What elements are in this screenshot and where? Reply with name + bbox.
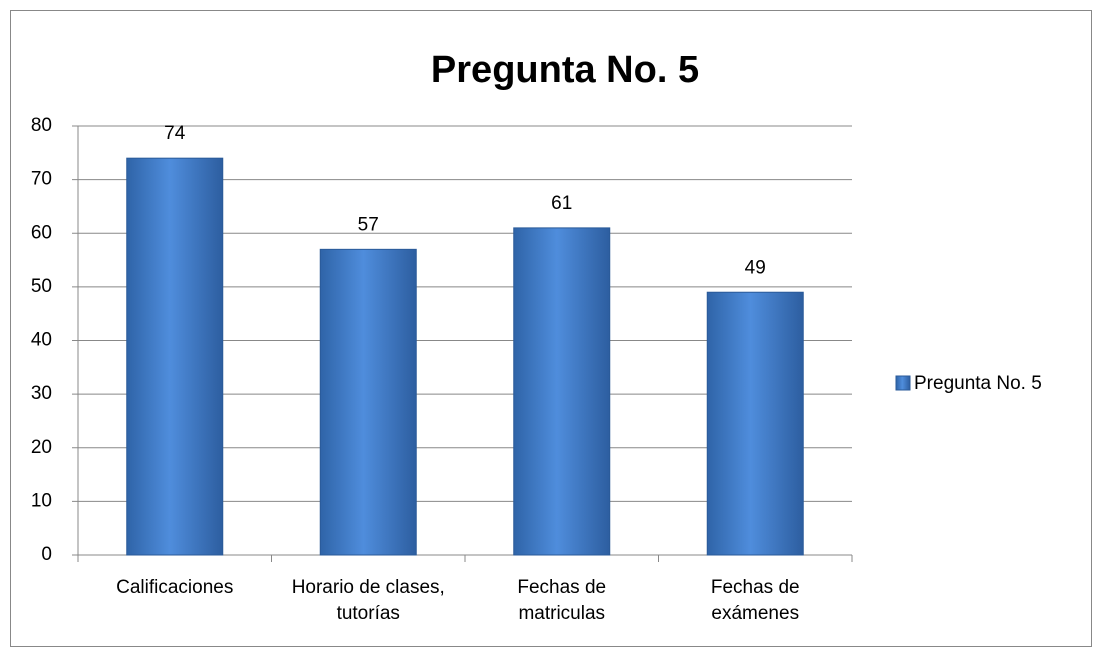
x-tick-label: Fechas de matriculas <box>517 577 607 624</box>
y-tick-label: 70 <box>31 169 52 190</box>
data-label: 49 <box>745 257 766 278</box>
bar <box>126 157 224 556</box>
legend-swatch <box>895 375 911 391</box>
data-label: 61 <box>551 193 572 214</box>
data-label: 57 <box>358 214 379 235</box>
y-tick-label: 0 <box>41 544 52 565</box>
y-tick-label: 10 <box>31 490 52 511</box>
y-tick-label: 80 <box>31 115 52 136</box>
y-tick-label: 50 <box>31 276 52 297</box>
chart-title: Pregunta No. 5 <box>431 49 699 91</box>
bar <box>319 248 417 556</box>
x-tick-label: Fechas de exámenes <box>710 577 800 624</box>
bar <box>706 291 804 556</box>
y-tick-label: 60 <box>31 222 52 243</box>
x-tick-label: Calificaciones <box>116 577 234 598</box>
y-tick-label: 40 <box>31 330 52 351</box>
data-label: 74 <box>164 123 186 144</box>
y-tick-label: 30 <box>31 383 52 404</box>
y-tick-label: 20 <box>31 437 52 458</box>
bar <box>513 227 611 556</box>
legend-label: Pregunta No. 5 <box>914 373 1042 394</box>
x-tick-label: Horario de clases, tutorías <box>291 577 445 624</box>
